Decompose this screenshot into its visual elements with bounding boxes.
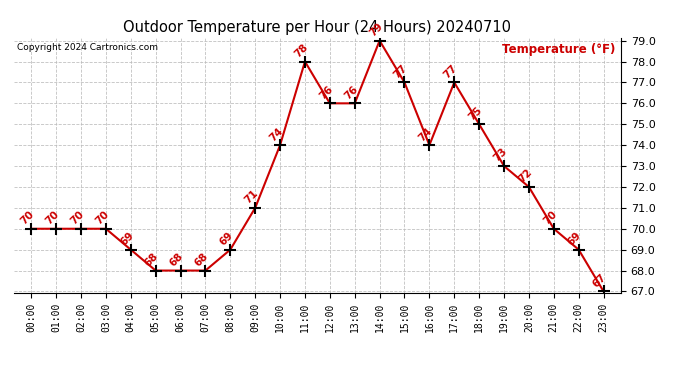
Text: 70: 70	[43, 209, 61, 226]
Text: 76: 76	[317, 84, 335, 101]
Text: 68: 68	[143, 251, 161, 268]
Text: 70: 70	[68, 209, 86, 226]
Text: 69: 69	[218, 230, 235, 248]
Text: 77: 77	[392, 63, 409, 80]
Text: 69: 69	[118, 230, 135, 248]
Text: 70: 70	[93, 209, 111, 226]
Text: 79: 79	[367, 21, 384, 39]
Text: 70: 70	[542, 209, 559, 226]
Text: 74: 74	[417, 126, 435, 143]
Text: 74: 74	[268, 126, 285, 143]
Title: Outdoor Temperature per Hour (24 Hours) 20240710: Outdoor Temperature per Hour (24 Hours) …	[124, 20, 511, 35]
Text: Temperature (°F): Temperature (°F)	[502, 43, 615, 56]
Text: Copyright 2024 Cartronics.com: Copyright 2024 Cartronics.com	[17, 43, 158, 52]
Text: 68: 68	[168, 251, 186, 268]
Text: 67: 67	[591, 272, 609, 289]
Text: 68: 68	[193, 251, 210, 268]
Text: 70: 70	[19, 209, 36, 226]
Text: 77: 77	[442, 63, 460, 80]
Text: 69: 69	[566, 230, 584, 248]
Text: 72: 72	[516, 167, 534, 185]
Text: 76: 76	[342, 84, 359, 101]
Text: 73: 73	[491, 147, 509, 164]
Text: 78: 78	[293, 42, 310, 59]
Text: 71: 71	[243, 188, 260, 206]
Text: 75: 75	[466, 105, 484, 122]
